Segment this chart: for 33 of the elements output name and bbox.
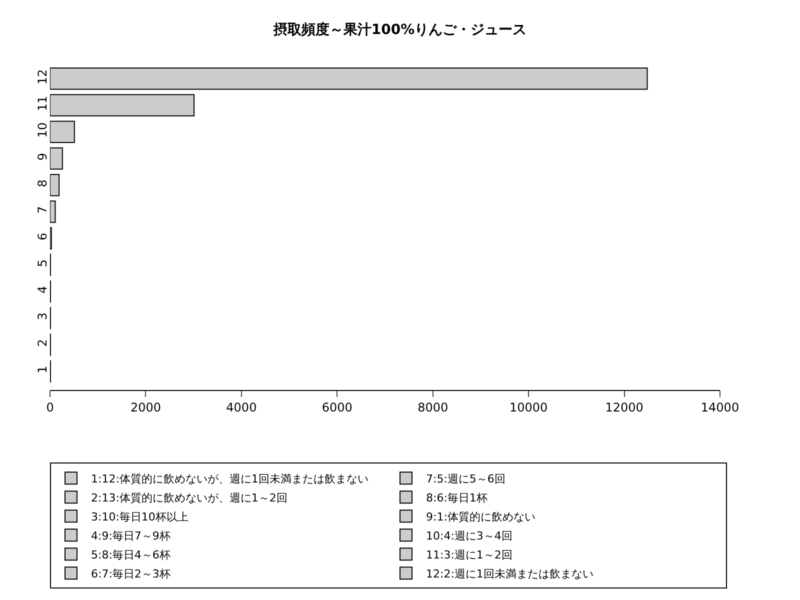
- y-tick-label: 11: [36, 96, 50, 112]
- y-tick-label: 8: [36, 179, 50, 188]
- x-tick-label: 10000: [509, 400, 548, 414]
- legend-label: 11:3:週に1～2回: [426, 548, 512, 562]
- y-tick-label: 9: [36, 152, 50, 160]
- legend-label: 6:7:毎日2～3杯: [91, 567, 170, 580]
- x-tick-label: 14000: [700, 400, 740, 414]
- legend-label: 9:1:体質的に飲めない: [426, 510, 536, 524]
- legend-label: 7:5:週に5～6回: [426, 472, 506, 486]
- y-tick-label: 3: [36, 312, 50, 320]
- y-tick-label: 10: [36, 122, 50, 138]
- y-tick-label: 1: [36, 366, 50, 374]
- y-tick-label: 6: [36, 232, 50, 240]
- x-tick-label: 6000: [322, 400, 352, 414]
- x-tick-label: 12000: [605, 400, 644, 414]
- legend-label: 3:10:毎日10杯以上: [91, 510, 188, 524]
- y-tick-label: 12: [36, 69, 50, 84]
- y-tick-label: 2: [36, 339, 50, 347]
- x-tick-label: 2000: [130, 400, 161, 414]
- y-tick-label: 7: [36, 206, 50, 214]
- legend-label: 10:4:週に3～4回: [426, 529, 512, 542]
- chart-title: 摂取頻度～果汁100%りんご・ジュース: [272, 20, 527, 38]
- legend-label: 2:13:体質的に飲めないが、週に1～2回: [91, 491, 288, 504]
- y-tick-label: 4: [36, 286, 50, 294]
- y-tick-label: 5: [36, 259, 50, 267]
- legend-label: 12:2:週に1回未満または飲まない: [426, 567, 594, 580]
- legend-label: 5:8:毎日4～6杯: [91, 548, 170, 562]
- x-tick-label: 0: [46, 400, 54, 414]
- x-tick-label: 4000: [226, 400, 257, 414]
- x-tick-label: 8000: [418, 400, 448, 414]
- legend-label: 1:12:体質的に飲めないが、週に1回未満または飲まない: [91, 472, 368, 486]
- legend-label: 8:6:毎日1杯: [426, 491, 488, 504]
- legend-label: 4:9:毎日7～9杯: [91, 529, 170, 542]
